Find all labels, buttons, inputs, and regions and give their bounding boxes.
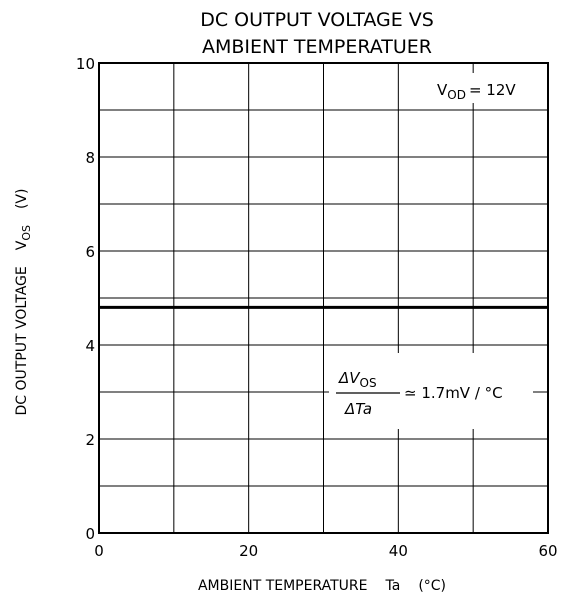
title-line-2: AMBIENT TEMPERATUER (202, 36, 432, 58)
slope-annotation: ΔVOS ΔTa ≃ 1.7mV / °C (329, 353, 533, 429)
y-axis-label-symbol-base: V (14, 240, 30, 250)
slope-annotation-bg (329, 353, 533, 429)
x-axis-label-symbol: Ta (384, 578, 400, 594)
plot-frame (98, 62, 549, 534)
y-axis-label-main: DC OUTPUT VOLTAGE (14, 266, 30, 415)
x-tick-label: 20 (239, 542, 258, 560)
y-tick-label: 2 (85, 431, 95, 449)
svg-text:ΔVOS: ΔVOS (338, 369, 377, 390)
y-axis-label-unit: (V) (14, 189, 30, 210)
x-tick-label: 60 (538, 542, 557, 560)
x-tick-label: 40 (389, 542, 408, 560)
condition-label: VOD = 12V (424, 73, 536, 103)
x-axis-label-main: AMBIENT TEMPERATURE (198, 578, 368, 594)
x-axis-label-unit: (°C) (418, 578, 446, 594)
slope-denominator: ΔTa (344, 400, 372, 418)
y-axis-label-symbol-sub: OS (20, 225, 33, 241)
x-axis-label: AMBIENT TEMPERATURE Ta (°C) (198, 578, 446, 594)
x-tick-label: 0 (94, 542, 104, 560)
y-tick-label: 4 (85, 337, 95, 355)
slope-numerator-base: ΔV (338, 369, 361, 387)
tick-labels: 0 20 40 60 0 2 4 6 8 10 (76, 55, 558, 560)
y-tick-label: 10 (76, 55, 95, 73)
title-line-1: DC OUTPUT VOLTAGE VS (200, 9, 434, 31)
y-tick-label: 6 (85, 243, 95, 261)
grid (99, 63, 548, 533)
condition-label-bg (424, 73, 536, 103)
condition-lhs-sub: OD (447, 88, 466, 102)
slope-numerator-sub: OS (360, 376, 377, 390)
y-tick-label: 0 (85, 525, 95, 543)
slope-value: ≃ 1.7mV / °C (404, 384, 503, 402)
condition-lhs-base: V (437, 81, 448, 99)
chart-title: DC OUTPUT VOLTAGE VS AMBIENT TEMPERATUER (200, 9, 434, 58)
y-tick-label: 8 (85, 149, 95, 167)
condition-rhs: = 12V (469, 81, 516, 99)
svg-text:VOD= 12V: VOD = 12V (437, 81, 516, 102)
y-axis-label: DC OUTPUT VOLTAGE VOS (V) (14, 189, 33, 416)
